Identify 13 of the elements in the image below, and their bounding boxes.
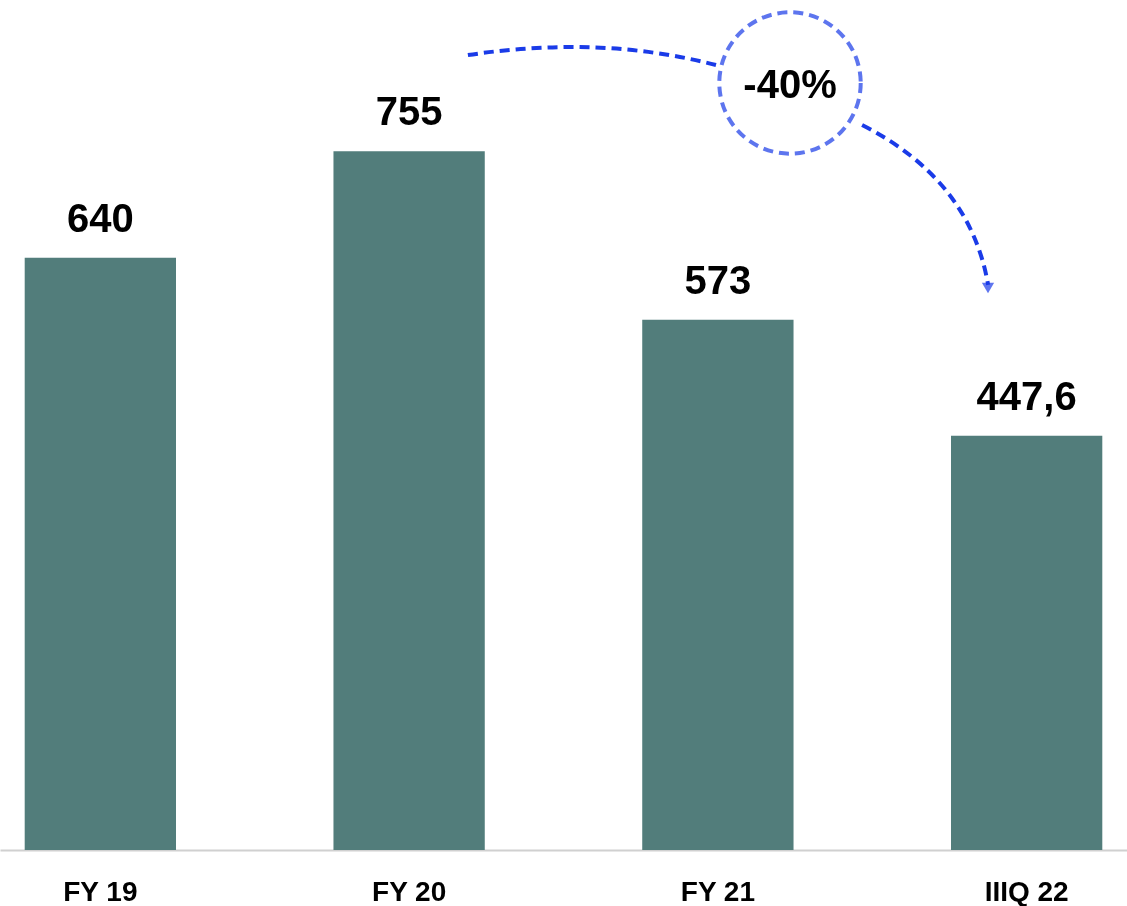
text: -40% (743, 62, 837, 106)
bar (951, 435, 1103, 850)
bar (333, 151, 485, 850)
x-tick-label: FY 21 (680, 875, 755, 906)
data-label: 447,6 (976, 373, 1077, 418)
bar (642, 319, 794, 850)
x-tick-label: FY 20 (372, 875, 447, 906)
data-label: 640 (66, 195, 134, 240)
data-label: 755 (375, 89, 443, 134)
x-tick-label: IIIQ 22 (984, 875, 1069, 906)
bar (24, 257, 176, 850)
x-tick-label: FY 19 (63, 875, 138, 906)
data-label: 573 (684, 257, 752, 302)
